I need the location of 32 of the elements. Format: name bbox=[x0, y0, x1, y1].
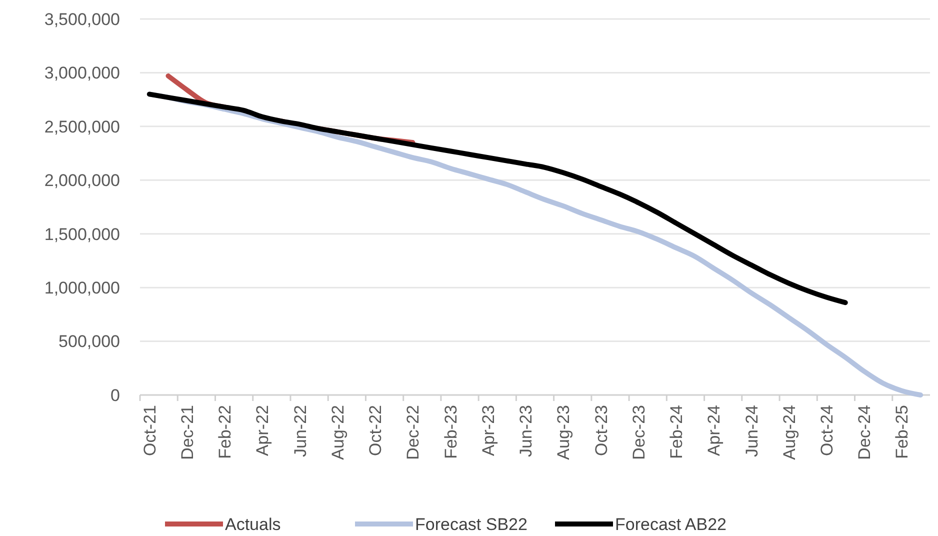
x-tick-label: Feb-25 bbox=[892, 405, 912, 459]
legend-label: Forecast AB22 bbox=[615, 514, 727, 534]
x-tick-label: Apr-24 bbox=[704, 405, 724, 456]
y-tick-label: 0 bbox=[110, 386, 120, 405]
legend-label: Actuals bbox=[225, 514, 281, 534]
x-tick-label: Apr-22 bbox=[253, 405, 272, 456]
y-tick-label: 3,000,000 bbox=[44, 64, 120, 83]
x-tick-label: Feb-24 bbox=[667, 405, 686, 459]
y-tick-label: 2,500,000 bbox=[44, 117, 120, 136]
x-tick-label: Oct-24 bbox=[818, 405, 836, 456]
y-tick-label: 500,000 bbox=[58, 332, 120, 352]
x-tick-label: Dec-23 bbox=[629, 405, 648, 460]
x-tick-label: Dec-21 bbox=[178, 405, 197, 460]
x-tick-label: Jun-24 bbox=[742, 405, 762, 457]
x-tick-label: Dec-24 bbox=[855, 405, 874, 460]
x-tick-label: Oct-23 bbox=[592, 405, 611, 456]
x-tick-label: Feb-23 bbox=[441, 405, 460, 459]
x-tick-label: Aug-22 bbox=[328, 405, 348, 460]
x-tick-label: Feb-22 bbox=[216, 405, 235, 459]
y-tick-label: 2,000,000 bbox=[44, 171, 120, 190]
x-tick-label: Aug-23 bbox=[554, 405, 574, 460]
x-tick-label: Jun-23 bbox=[516, 405, 536, 457]
x-tick-label: Aug-24 bbox=[780, 405, 799, 460]
x-tick-label: Dec-22 bbox=[404, 405, 423, 460]
x-tick-label: Apr-23 bbox=[478, 405, 498, 456]
y-tick-label: 1,500,000 bbox=[44, 224, 120, 244]
y-tick-label: 3,500,000 bbox=[44, 10, 120, 29]
x-tick-label: Oct-21 bbox=[140, 405, 160, 456]
x-tick-label: Jun-22 bbox=[290, 405, 310, 457]
x-tick-label: Oct-22 bbox=[366, 405, 386, 456]
legend-label: Forecast SB22 bbox=[415, 514, 528, 534]
y-tick-label: 1,000,000 bbox=[44, 278, 120, 298]
